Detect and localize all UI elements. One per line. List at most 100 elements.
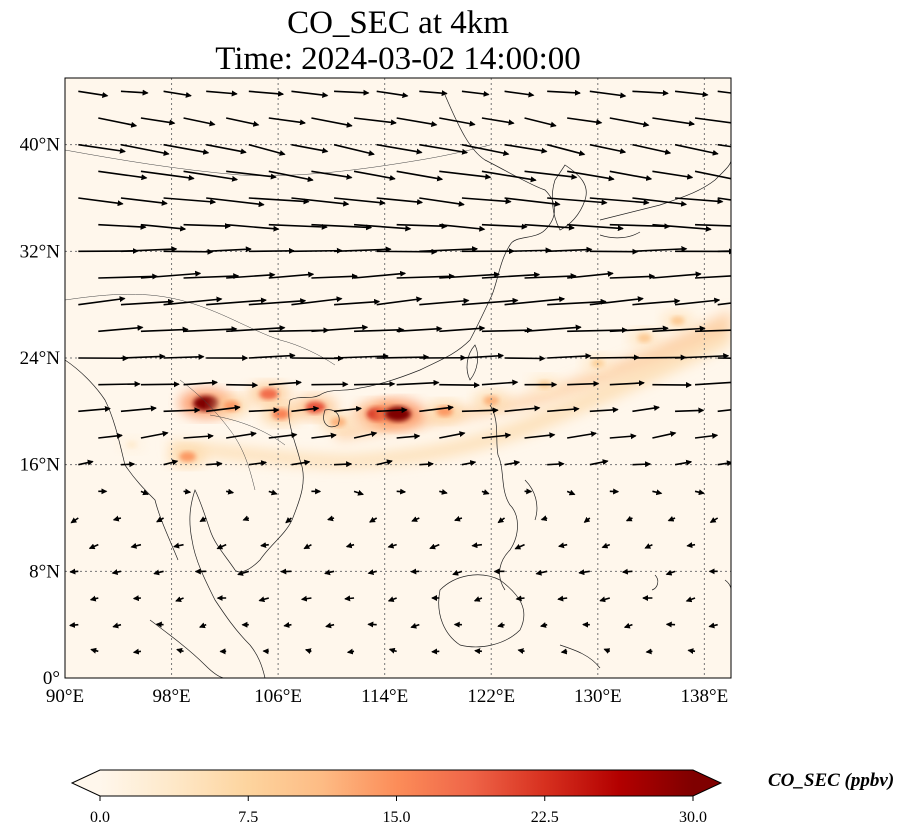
wind-arrow	[70, 517, 79, 524]
wind-arrow	[78, 296, 126, 306]
wind-arrow	[674, 459, 693, 466]
wind-arrow	[452, 569, 463, 576]
wind-arrow	[153, 569, 164, 576]
colorbar-tick-label: 0.0	[90, 809, 110, 826]
wind-arrow	[206, 404, 241, 413]
wind-arrow	[344, 595, 355, 602]
wind-arrow	[216, 543, 227, 550]
wind-arrow	[567, 431, 597, 439]
wind-arrow	[206, 246, 252, 253]
wind-arrow	[547, 461, 565, 468]
wind-arrow	[481, 379, 519, 386]
wind-arrow	[632, 461, 652, 468]
wind-arrow	[206, 90, 238, 97]
wind-arrow	[535, 569, 548, 576]
wind-arrow	[652, 489, 663, 496]
wind-arrow	[410, 622, 420, 629]
longitude-labels: 90°E 98°E 106°E 114°E 122°E 130°E 138°E	[46, 686, 728, 707]
lon-tick-label: 90°E	[46, 686, 84, 707]
wind-arrow	[694, 381, 731, 386]
wind-arrow	[78, 197, 124, 207]
wind-arrow	[285, 517, 292, 524]
wind-arrow	[497, 517, 506, 524]
co-hotspot	[259, 388, 279, 400]
wind-arrow	[567, 380, 600, 387]
wind-arrow	[429, 543, 440, 550]
wind-arrow	[687, 648, 696, 655]
wind-arrow	[334, 246, 392, 253]
map-frame	[64, 77, 732, 679]
wind-arrow	[557, 595, 568, 602]
wind-arrow	[609, 223, 671, 230]
wind-arrow	[419, 90, 448, 97]
lat-tick-label: 0°	[43, 668, 60, 689]
wind-arrow	[674, 197, 724, 205]
wind-vector-field	[69, 89, 731, 655]
wind-arrow	[396, 325, 443, 333]
wind-arrow	[652, 271, 702, 279]
wind-arrow	[291, 296, 343, 306]
wind-arrow	[311, 223, 373, 231]
wind-arrow	[78, 405, 111, 413]
wind-arrow	[248, 298, 307, 306]
wind-arrow	[353, 431, 378, 439]
wind-arrow	[652, 170, 694, 180]
colorbar: 0.0 7.5 15.0 22.5 30.0	[70, 769, 723, 826]
wind-arrow	[396, 223, 448, 230]
wind-arrow	[652, 325, 706, 333]
wind-arrow	[248, 407, 280, 414]
wind-arrow	[112, 622, 122, 629]
wind-arrow	[206, 197, 265, 208]
wind-arrow	[473, 596, 483, 602]
wind-arrow	[199, 622, 207, 629]
wind-arrow	[173, 542, 184, 549]
wind-arrow	[226, 170, 277, 180]
wind-arrow	[175, 596, 184, 602]
wind-arrow	[674, 90, 709, 98]
wind-arrow	[291, 405, 320, 413]
colorbar-ticks: 0.0 7.5 15.0 22.5 30.0	[90, 796, 707, 826]
wind-arrow	[685, 596, 696, 603]
wind-arrow	[560, 648, 568, 655]
wind-arrow	[589, 143, 627, 155]
wind-arrow	[334, 461, 353, 468]
wind-arrow	[140, 489, 149, 496]
wind-arrow	[248, 197, 310, 205]
wind-arrow	[694, 432, 719, 439]
wind-arrow	[589, 406, 619, 413]
wind-arrow	[268, 170, 314, 183]
wind-arrow	[546, 143, 586, 157]
wind-arrow	[206, 143, 247, 155]
wind-arrow	[524, 117, 557, 128]
wind-arrow	[694, 117, 731, 126]
wind-arrow	[396, 117, 438, 127]
wind-arrow	[120, 298, 175, 306]
lon-tick-label: 122°E	[467, 686, 515, 707]
wind-arrow	[334, 89, 370, 96]
colorbar-extend-max	[693, 770, 721, 796]
wind-arrow	[248, 460, 268, 467]
wind-arrow	[311, 273, 359, 280]
wind-arrow	[130, 542, 142, 549]
lon-tick-label: 114°E	[361, 686, 408, 707]
wind-arrow	[396, 433, 421, 440]
wind-arrow	[567, 117, 603, 126]
wind-arrow	[88, 543, 99, 550]
colorbar-tick-label: 7.5	[238, 809, 258, 826]
wind-arrow	[524, 273, 577, 280]
wind-arrow	[481, 170, 537, 183]
wind-arrow	[354, 326, 405, 333]
co-hotspot	[330, 417, 346, 427]
wind-arrow	[481, 271, 541, 279]
wind-arrow	[248, 90, 285, 97]
wind-arrow	[547, 89, 581, 96]
wind-arrow	[98, 170, 148, 181]
wind-arrow	[717, 250, 731, 253]
wind-arrow	[454, 515, 463, 522]
wind-arrow	[461, 90, 490, 97]
wind-arrow	[206, 297, 267, 306]
wind-arrow	[481, 327, 533, 334]
wind-arrow	[325, 622, 335, 629]
wind-arrow	[504, 143, 548, 154]
wind-arrow	[98, 381, 141, 387]
